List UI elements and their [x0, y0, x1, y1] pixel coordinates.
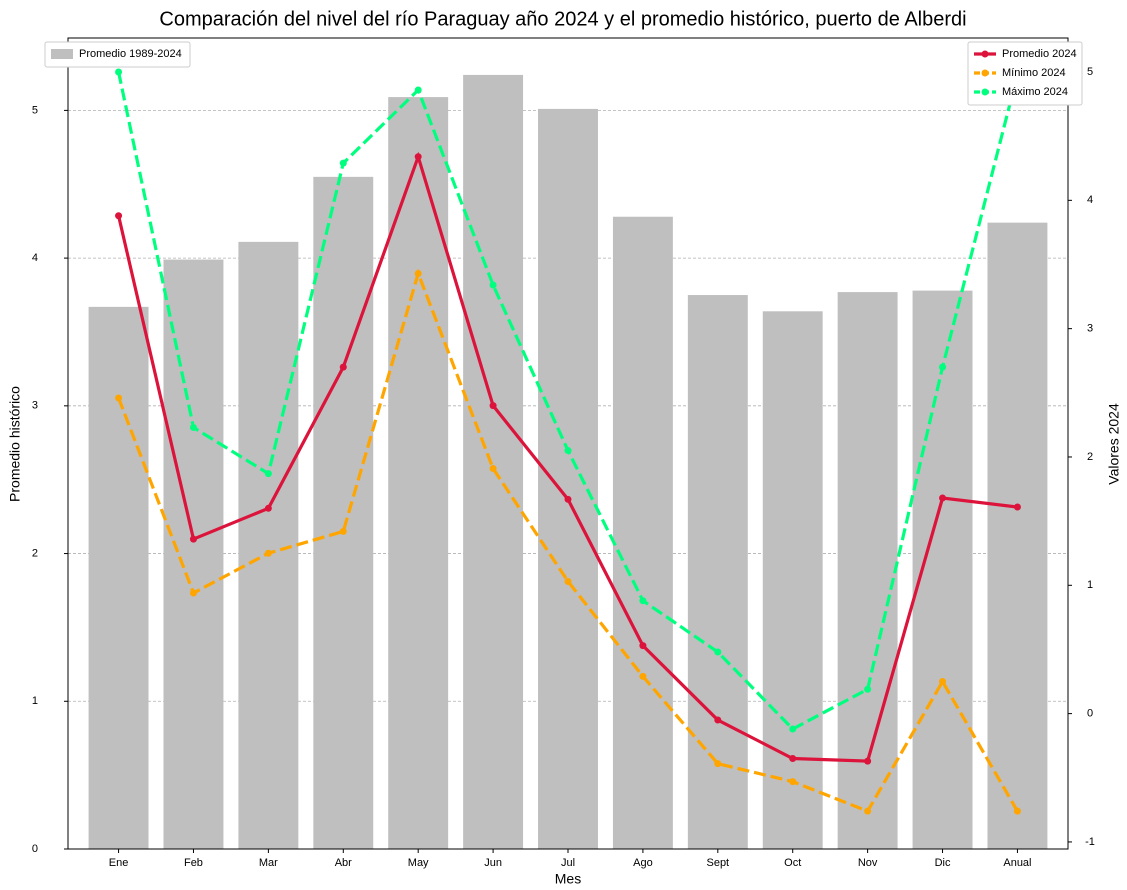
x-tick-label: Ene — [109, 857, 129, 869]
marker — [339, 159, 347, 167]
bar — [762, 311, 823, 849]
x-tick-label: Abr — [335, 857, 352, 869]
legend-label: Mínimo 2024 — [1002, 67, 1066, 79]
marker — [264, 470, 272, 478]
marker — [414, 153, 422, 161]
legend-label: Promedio 1989-2024 — [79, 48, 182, 60]
bar — [163, 259, 224, 849]
x-tick-label: Jul — [561, 857, 575, 869]
marker — [189, 535, 197, 543]
y-tick-label: 5 — [32, 104, 38, 116]
marker — [939, 678, 947, 686]
marker — [414, 86, 422, 94]
legend-label: Promedio 2024 — [1002, 48, 1077, 60]
legend-box — [44, 41, 191, 68]
marker — [115, 394, 123, 402]
y2-tick-label: 4 — [1087, 194, 1093, 206]
marker — [189, 589, 197, 597]
bar — [538, 108, 598, 849]
chart-title: Comparación del nivel del río Paraguay a… — [159, 8, 966, 30]
x-tick-label: Dic — [935, 857, 951, 869]
marker — [714, 648, 722, 656]
y2-tick-label: 5 — [1087, 66, 1093, 78]
y-tick-label: 1 — [32, 695, 38, 707]
marker — [1013, 807, 1021, 815]
marker — [115, 68, 123, 76]
legend-label: Máximo 2024 — [1002, 86, 1068, 98]
y-tick-label: 0 — [32, 843, 38, 855]
marker — [1013, 503, 1021, 511]
y-tick-label: 3 — [32, 400, 38, 412]
x-tick-label: Jun — [484, 857, 502, 869]
marker — [714, 760, 722, 768]
x-axis-label: Mes — [555, 871, 581, 887]
bar — [463, 74, 524, 849]
marker — [564, 577, 572, 585]
y2-tick-label: 1 — [1087, 579, 1093, 591]
y-tick-label: 2 — [32, 547, 38, 559]
y2-tick-label: 2 — [1087, 451, 1093, 463]
marker — [115, 212, 123, 220]
y2-tick-label: -1 — [1085, 836, 1095, 848]
x-tick-label: Anual — [1003, 857, 1031, 869]
marker — [639, 597, 647, 605]
marker — [264, 504, 272, 512]
x-tick-label: Mar — [259, 857, 278, 869]
x-tick-label: Oct — [784, 857, 801, 869]
x-tick-label: Nov — [858, 857, 878, 869]
marker — [339, 363, 347, 371]
marker — [639, 642, 647, 650]
marker — [789, 725, 797, 733]
legend-swatch — [51, 49, 73, 59]
bar — [837, 292, 898, 849]
marker — [339, 527, 347, 535]
bar — [987, 222, 1048, 849]
legend: Promedio 2024 Mínimo 2024 Máximo 2024 — [967, 41, 1083, 106]
legend-marker — [981, 88, 989, 96]
y2-axis-label: Valores 2024 — [1106, 403, 1122, 485]
bar — [238, 241, 299, 850]
marker — [789, 778, 797, 786]
x-tick-label: Sept — [706, 857, 729, 869]
bar — [388, 97, 449, 850]
marker — [189, 423, 197, 431]
legend-box — [967, 41, 1083, 106]
bar — [687, 295, 748, 850]
x-tick-label: May — [408, 857, 429, 869]
x-tick-label: Ago — [633, 857, 653, 869]
plot-frame — [67, 37, 1069, 850]
legend: Promedio 1989-2024 — [44, 41, 191, 68]
x-tick-label: Feb — [184, 857, 203, 869]
marker — [564, 447, 572, 455]
marker — [714, 716, 722, 724]
y2-tick-label: 3 — [1087, 323, 1093, 335]
marker — [264, 549, 272, 557]
legend-marker — [981, 50, 989, 58]
y-tick-label: 4 — [32, 252, 38, 264]
bar — [88, 306, 149, 850]
marker — [789, 755, 797, 763]
marker — [564, 495, 572, 503]
marker — [864, 685, 872, 693]
marker — [414, 269, 422, 277]
marker — [939, 494, 947, 502]
y2-tick-label: 0 — [1087, 708, 1093, 720]
marker — [864, 757, 872, 765]
bar — [313, 176, 374, 849]
marker — [639, 672, 647, 680]
marker — [489, 281, 497, 289]
marker — [864, 807, 872, 815]
marker — [489, 402, 497, 410]
marker — [939, 363, 947, 371]
marker — [489, 465, 497, 473]
bar — [612, 216, 673, 849]
legend-marker — [981, 69, 989, 77]
y-axis-label: Promedio histórico — [7, 386, 23, 502]
